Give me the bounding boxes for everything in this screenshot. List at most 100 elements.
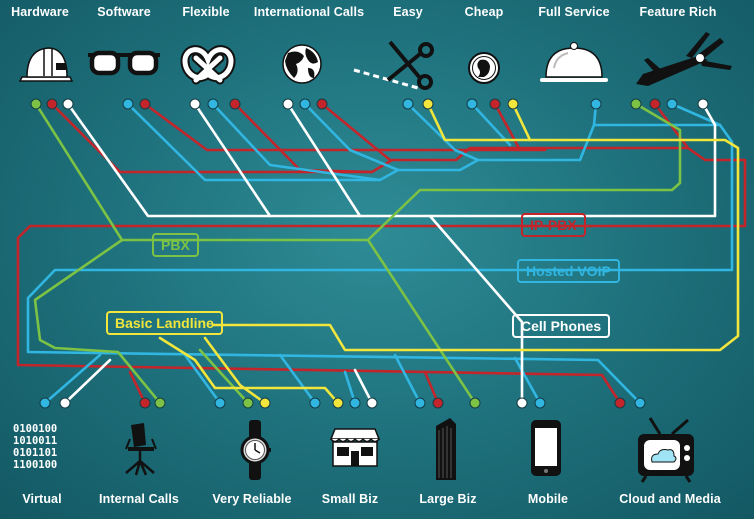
ip-pbx-route <box>423 370 440 405</box>
connection-dot <box>402 98 414 110</box>
ip-pbx-route <box>143 102 547 152</box>
pbx-route <box>366 238 477 405</box>
connection-dot <box>316 98 328 110</box>
pbx-route <box>198 348 250 405</box>
connection-dot <box>630 98 642 110</box>
tech-box-cell-phones: Cell Phones <box>512 314 611 338</box>
basic-landline-route <box>158 336 340 405</box>
connection-dot <box>366 397 378 409</box>
svg-text:1100100: 1100100 <box>13 459 57 471</box>
cell-phones-route <box>286 102 362 218</box>
feature-label-software: Software <box>97 5 151 19</box>
scissors-icon <box>353 40 434 90</box>
use-label-cloud-and-media: Cloud and Media <box>619 492 721 506</box>
hosted-voip-route <box>470 102 512 147</box>
globe-icon <box>282 44 322 84</box>
use-label-small-biz: Small Biz <box>321 492 379 506</box>
basic-landline-route <box>203 336 267 405</box>
connection-dot <box>666 98 678 110</box>
connection-dot <box>46 98 58 110</box>
connection-dot <box>332 397 344 409</box>
hosted-voip-route <box>393 353 422 405</box>
svg-text:0101101: 0101101 <box>13 447 57 459</box>
connection-dot <box>139 397 151 409</box>
feature-label-hardware: Hardware <box>11 5 69 19</box>
feature-label-feature-rich: Feature Rich <box>639 5 717 19</box>
binary-code-icon: 0100100 1010011 0101101 1100100 <box>13 423 57 471</box>
smartphone-icon <box>531 420 561 476</box>
hosted-voip-route <box>43 353 102 405</box>
svg-text:0100100: 0100100 <box>13 423 57 435</box>
connection-dot <box>30 98 42 110</box>
office-chair-icon <box>125 423 157 476</box>
tech-box-pbx: PBX <box>152 233 199 257</box>
ip-pbx-route <box>233 102 374 174</box>
hosted-voip-route <box>303 102 400 172</box>
hosted-voip-route <box>513 356 542 405</box>
connection-dot <box>139 98 151 110</box>
ip-pbx-route <box>493 102 522 152</box>
feature-label-full-service: Full Service <box>538 5 610 19</box>
feature-label-cheap: Cheap <box>464 5 504 19</box>
storefront-icon <box>329 428 381 467</box>
feature-label-international-calls: International Calls <box>253 5 365 19</box>
connection-dot <box>489 98 501 110</box>
connection-dot <box>469 397 481 409</box>
ip-pbx-route <box>16 102 747 405</box>
use-label-virtual: Virtual <box>22 492 62 506</box>
connection-dot <box>422 98 434 110</box>
feature-label-flexible: Flexible <box>182 5 230 19</box>
connection-dot <box>154 397 166 409</box>
connection-dot <box>39 397 51 409</box>
cell-phones-route <box>353 368 374 405</box>
connection-dot <box>62 98 74 110</box>
hosted-voip-route <box>183 353 222 405</box>
connection-dot <box>214 397 226 409</box>
hosted-voip-route <box>406 102 480 162</box>
connection-dot <box>590 98 602 110</box>
connection-dot <box>649 98 661 110</box>
tech-box-hosted-voip: Hosted VOIP <box>517 259 620 283</box>
cell-phones-route <box>63 358 112 405</box>
feature-label-easy: Easy <box>393 5 423 19</box>
television-icon <box>638 417 694 483</box>
basic-landline-route <box>211 102 740 352</box>
hosted-voip-route <box>278 353 317 405</box>
use-label-large-biz: Large Biz <box>419 492 477 506</box>
connection-dot <box>414 397 426 409</box>
connection-dot <box>349 397 361 409</box>
connection-dot <box>507 98 519 110</box>
connection-dot <box>534 397 546 409</box>
skyscraper-icon <box>436 418 456 480</box>
swiss-knife-icon <box>636 32 732 86</box>
cloche-icon <box>540 42 608 82</box>
hard-hat-icon <box>18 47 74 82</box>
ip-pbx-route <box>320 102 392 162</box>
connection-dot <box>207 98 219 110</box>
coin-icon <box>468 52 500 84</box>
cell-phones-route <box>193 102 272 218</box>
connection-dot <box>299 98 311 110</box>
connection-dot <box>189 98 201 110</box>
cell-phones-route <box>428 102 717 218</box>
tech-box-basic-landline: Basic Landline <box>106 311 223 335</box>
connection-dot <box>309 397 321 409</box>
basic-landline-route <box>511 102 532 142</box>
connection-dot <box>516 397 528 409</box>
connection-dot <box>634 397 646 409</box>
svg-text:1010011: 1010011 <box>13 435 57 447</box>
pretzel-icon <box>180 45 236 85</box>
use-label-very-reliable: Very Reliable <box>212 492 292 506</box>
connection-dot <box>259 397 271 409</box>
use-label-internal-calls: Internal Calls <box>99 492 179 506</box>
connection-dot <box>697 98 709 110</box>
connection-dot <box>282 98 294 110</box>
hosted-voip-route <box>211 102 382 182</box>
connection-dot <box>122 98 134 110</box>
hosted-voip-route <box>26 102 734 405</box>
use-label-mobile: Mobile <box>527 492 569 506</box>
tech-box-ip-pbx: IP-PBX <box>521 213 586 237</box>
glasses-icon <box>88 50 160 76</box>
